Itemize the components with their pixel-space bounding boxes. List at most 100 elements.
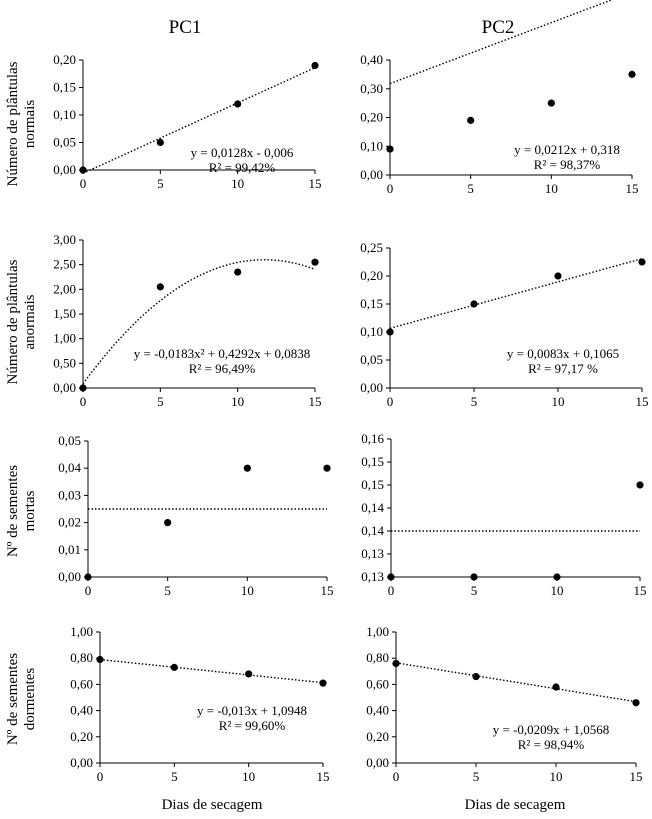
y-tick-label: 3,00 [53, 232, 76, 247]
r2-label: R² = 99,42% [209, 160, 276, 175]
x-tick-label: 5 [157, 176, 164, 191]
trendline [389, 0, 614, 85]
panel-pc2-mortas: 0,13 0,13 0,14 0,14 0,15 0,15 0,16 0 5 10 15 [361, 431, 646, 598]
data-point [84, 573, 92, 581]
y-tick-label: 0,15 [360, 296, 383, 311]
y-axis-title-row-2: Nº de sementes mortas [5, 465, 38, 557]
x-tick-label: 0 [387, 181, 394, 196]
y-tick-label: 0,20 [366, 729, 389, 744]
y-tick-label: 0,20 [53, 52, 76, 67]
data-point [554, 272, 562, 280]
y-tick-label: 0,50 [53, 355, 76, 370]
y-tick-label: 0,60 [70, 676, 93, 691]
panel-pc2-normais: 0,00 0,10 0,20 0,30 0,40 0 5 10 15 y = 0,0212x + … [360, 0, 639, 196]
data-point [470, 300, 478, 308]
data-point [243, 464, 251, 472]
data-point [156, 283, 164, 291]
equation-label: y = 0,0212x + 0,318 [514, 142, 620, 157]
y-tick-label: 0,40 [366, 703, 389, 718]
x-tick-label: 15 [309, 394, 322, 409]
data-point [387, 573, 395, 581]
y-tick-label: 0,00 [70, 755, 93, 770]
x-tick-label: 5 [164, 583, 171, 598]
data-point [156, 138, 164, 147]
data-point [547, 99, 555, 107]
data-point [638, 258, 646, 266]
trendline [395, 662, 637, 703]
y-tick-label: 0,10 [53, 107, 76, 122]
y-tick-label: 0,16 [361, 431, 384, 446]
r2-label: R² = 97,17 % [528, 361, 598, 376]
x-tick-label: 10 [231, 176, 244, 191]
x-tick-label: 5 [471, 394, 478, 409]
y-tick-label: 0,00 [53, 380, 76, 395]
x-tick-label: 10 [552, 394, 565, 409]
y-axis-title-line: Nº de sementes [5, 465, 21, 557]
data-point [311, 61, 319, 70]
x-tick-label: 15 [317, 769, 330, 784]
y-tick-label: 0,80 [70, 650, 93, 665]
y-tick-label: 0,00 [360, 167, 383, 182]
x-tick-label: 10 [231, 394, 244, 409]
x-tick-label: 0 [97, 769, 104, 784]
y-tick-label: 0,15 [361, 477, 384, 492]
y-tick-label: 0,10 [360, 324, 383, 339]
y-tick-label: 0,80 [366, 650, 389, 665]
y-tick-label: 0,05 [53, 135, 76, 150]
r2-label: R² = 99,60% [219, 718, 286, 733]
r2-label: R² = 96,49% [189, 361, 256, 376]
panel-pc1-mortas: 0,00 0,01 0,02 0,03 0,04 0,05 0 5 10 15 [58, 433, 333, 598]
y-tick-label: 0,02 [58, 515, 81, 530]
y-tick-label: 0,00 [366, 755, 389, 770]
x-tick-label: 5 [473, 769, 480, 784]
y-tick-label: 0,20 [360, 110, 383, 125]
data-point [79, 166, 87, 174]
data-point [170, 663, 178, 671]
data-point [234, 100, 242, 108]
data-point [234, 268, 242, 276]
x-tick-label: 0 [85, 583, 92, 598]
x-tick-label: 10 [550, 769, 563, 784]
x-tick-label: 10 [242, 769, 255, 784]
y-axis-title-line: Nº de sementes [5, 653, 21, 745]
y-tick-label: 0,13 [361, 546, 384, 561]
equation-label: y = 0,0083x + 0,1065 [507, 346, 619, 361]
y-tick-label: 0,01 [58, 542, 81, 557]
x-tick-label: 5 [171, 769, 178, 784]
y-tick-label: 1,00 [70, 624, 93, 639]
data-point [245, 670, 253, 678]
data-point [628, 70, 636, 78]
data-point [79, 384, 87, 392]
x-tick-label: 15 [636, 394, 649, 409]
column-title-pc1: PC1 [169, 17, 202, 38]
y-axis-title-row-3: Nº de sementes dormentes [5, 653, 38, 745]
x-tick-label: 15 [321, 583, 334, 598]
y-axis-title-line: normais [22, 100, 38, 148]
equation-label: y = -0,0209x + 1,0568 [493, 722, 610, 737]
y-tick-label: 0,30 [360, 81, 383, 96]
x-tick-label: 15 [634, 583, 647, 598]
x-tick-label: 0 [80, 394, 87, 409]
y-tick-label: 0,04 [58, 460, 81, 475]
y-tick-label: 0,14 [361, 523, 384, 538]
data-point [636, 481, 644, 489]
y-tick-label: 0,15 [53, 80, 76, 95]
equation-label: y = 0,0128x - 0,006 [191, 145, 294, 160]
x-tick-label: 10 [241, 583, 254, 598]
y-tick-label: 1,50 [53, 306, 76, 321]
y-tick-label: 0,05 [360, 352, 383, 367]
data-point [164, 519, 172, 527]
y-tick-label: 0,00 [360, 380, 383, 395]
y-tick-label: 0,40 [70, 703, 93, 718]
y-tick-label: 0,20 [360, 268, 383, 283]
x-tick-label: 0 [387, 394, 394, 409]
data-point [323, 464, 331, 472]
y-tick-label: 0,14 [361, 500, 384, 515]
trendline [389, 257, 643, 330]
data-point [319, 679, 327, 687]
y-tick-label: 2,50 [53, 257, 76, 272]
y-tick-label: 0,05 [58, 433, 81, 448]
y-tick-label: 0,00 [53, 162, 76, 177]
y-tick-label: 0,10 [360, 138, 383, 153]
